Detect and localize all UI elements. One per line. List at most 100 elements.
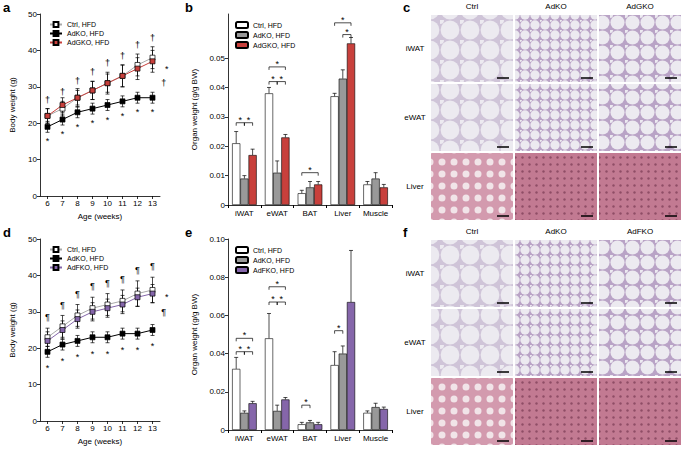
svg-text:6: 6 [45,199,50,208]
svg-text:†: † [120,51,125,61]
svg-text:¶: ¶ [135,265,140,275]
svg-text:*: * [61,129,65,139]
svg-text:Age (weeks): Age (weeks) [78,437,123,446]
svg-text:AdKO, HFD: AdKO, HFD [253,257,290,264]
svg-text:12: 12 [133,199,142,208]
svg-text:*: * [247,344,251,354]
svg-text:†: † [45,95,50,105]
svg-text:¶: ¶ [75,289,80,299]
svg-text:*: * [136,345,140,355]
svg-text:0.05: 0.05 [209,54,225,63]
svg-text:Body weight (g): Body weight (g) [8,302,17,358]
svg-text:*: * [121,111,125,121]
svg-text:¶: ¶ [60,300,65,310]
svg-text:0.01: 0.01 [209,171,225,180]
svg-text:¶: ¶ [161,307,166,317]
svg-text:13: 13 [148,199,157,208]
svg-text:0.10: 0.10 [209,235,225,244]
svg-text:AdGKO, HFD: AdGKO, HFD [253,42,295,49]
svg-text:*: * [280,294,284,304]
svg-text:*: * [275,59,279,69]
svg-text:iWAT: iWAT [235,209,254,218]
svg-text:11: 11 [118,199,127,208]
svg-text:*: * [239,344,243,354]
svg-text:30: 30 [28,307,37,316]
svg-text:*: * [46,363,50,373]
svg-text:0.04: 0.04 [209,83,225,92]
svg-text:7: 7 [60,199,65,208]
svg-text:eWAT: eWAT [267,209,288,218]
svg-text:Muscle: Muscle [363,209,389,218]
svg-text:10: 10 [103,199,112,208]
svg-text:50: 50 [28,10,37,19]
svg-text:*: * [275,279,279,289]
svg-text:10: 10 [28,380,37,389]
svg-text:*: * [247,115,251,125]
svg-text:¶: ¶ [120,274,125,284]
svg-text:*: * [91,349,95,359]
svg-text:10: 10 [28,155,37,164]
svg-text:0: 0 [221,426,226,435]
svg-text:†: † [135,40,140,50]
svg-text:Body weight (g): Body weight (g) [8,77,17,133]
svg-text:0: 0 [33,192,38,201]
svg-text:20: 20 [28,344,37,353]
svg-text:¶: ¶ [45,312,50,322]
svg-text:iWAT: iWAT [235,434,254,443]
svg-text:0.02: 0.02 [209,387,225,396]
svg-text:*: * [271,294,275,304]
svg-text:Ctrl, HFD: Ctrl, HFD [67,21,96,28]
svg-text:*: * [341,15,345,25]
svg-text:*: * [280,74,284,84]
svg-text:AdKO, HFD: AdKO, HFD [67,255,104,262]
svg-text:eWAT: eWAT [267,434,288,443]
svg-text:*: * [136,107,140,117]
svg-text:BAT: BAT [303,209,318,218]
svg-text:8: 8 [75,424,80,433]
svg-text:AdKO, HFD: AdKO, HFD [67,30,104,37]
svg-text:20: 20 [28,119,37,128]
svg-text:*: * [106,349,110,359]
svg-text:*: * [106,115,110,125]
svg-text:*: * [308,165,312,175]
svg-text:Organ weight (g/g BW): Organ weight (g/g BW) [190,293,199,375]
svg-text:Age (weeks): Age (weeks) [78,212,123,221]
svg-text:6: 6 [45,424,50,433]
svg-text:†: † [105,58,110,68]
svg-text:Liver: Liver [334,209,352,218]
svg-text:†: † [75,76,80,86]
svg-text:0.08: 0.08 [209,273,225,282]
svg-text:Organ weight (g/g BW): Organ weight (g/g BW) [190,68,199,150]
svg-text:30: 30 [28,82,37,91]
svg-text:Ctrl, HFD: Ctrl, HFD [67,246,96,253]
svg-text:*: * [271,74,275,84]
svg-text:0.03: 0.03 [209,112,225,121]
svg-text:0.02: 0.02 [209,142,225,151]
svg-text:*: * [121,345,125,355]
svg-text:*: * [151,107,155,117]
svg-text:BAT: BAT [303,434,318,443]
svg-text:9: 9 [90,424,95,433]
svg-text:AdGKO, HFD: AdGKO, HFD [67,39,109,46]
svg-text:†: † [90,67,95,77]
svg-text:0: 0 [33,417,38,426]
svg-text:¶: ¶ [150,261,155,271]
svg-text:10: 10 [103,424,112,433]
svg-text:*: * [46,136,50,146]
svg-text:AdKO, HFD: AdKO, HFD [253,32,290,39]
svg-text:*: * [345,27,349,37]
svg-text:Ctrl, HFD: Ctrl, HFD [253,22,282,29]
svg-text:*: * [91,118,95,128]
svg-text:*: * [337,323,341,333]
svg-text:*: * [165,292,169,302]
svg-text:*: * [239,115,243,125]
svg-text:¶: ¶ [105,278,110,288]
svg-text:†: † [161,78,166,88]
svg-text:*: * [165,64,169,74]
svg-text:7: 7 [60,424,65,433]
svg-text:*: * [304,397,308,407]
svg-text:40: 40 [28,271,37,280]
svg-text:Ctrl, HFD: Ctrl, HFD [253,247,282,254]
svg-text:*: * [243,330,247,340]
svg-text:0.06: 0.06 [209,311,225,320]
